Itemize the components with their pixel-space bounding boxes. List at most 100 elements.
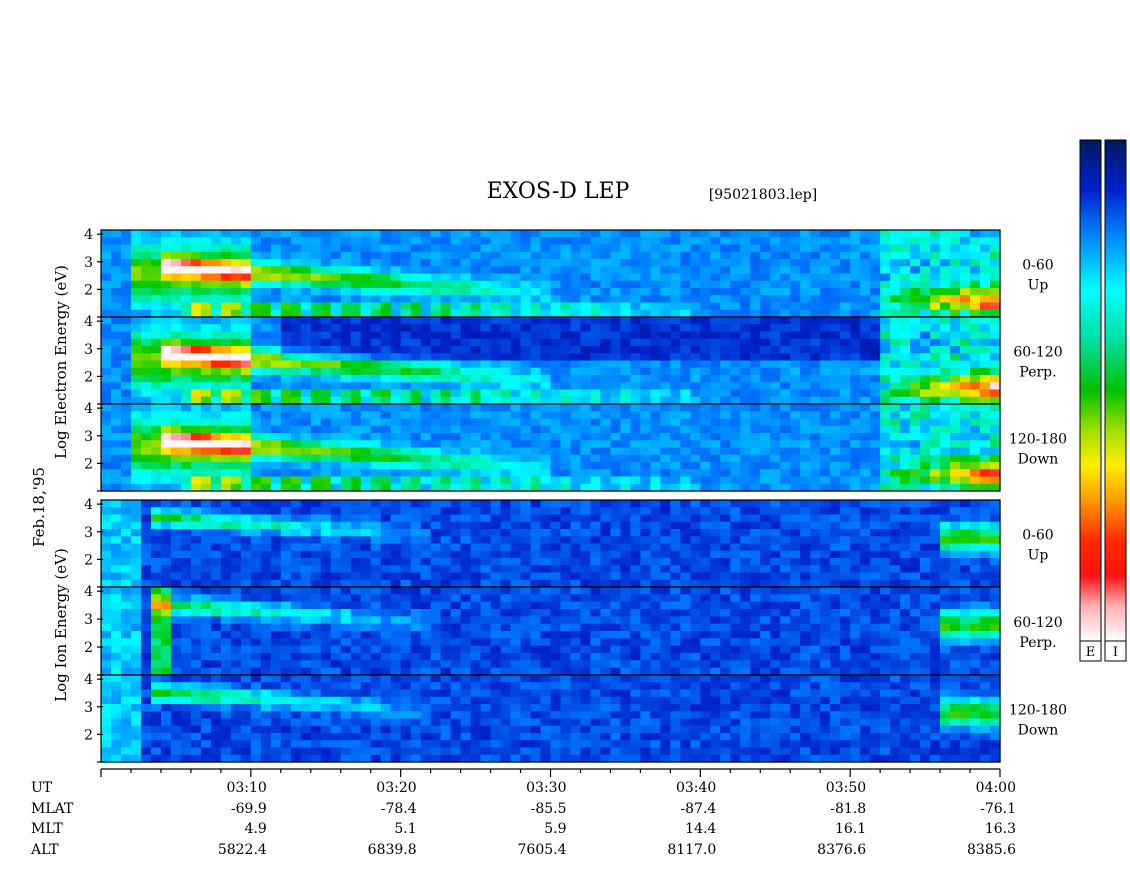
heat-cell	[340, 411, 352, 420]
heat-cell	[270, 565, 282, 574]
heat-cell	[790, 237, 801, 246]
heat-cell	[350, 288, 362, 296]
heat-cell	[500, 317, 512, 325]
heat-cell	[830, 536, 841, 545]
heat-cell	[310, 514, 322, 523]
heat-cell	[920, 259, 931, 267]
heat-cell	[970, 543, 981, 552]
heat-cell	[410, 375, 422, 383]
heat-cell	[770, 507, 781, 516]
heat-cell	[200, 411, 212, 420]
heat-cell	[340, 375, 352, 383]
heat-cell	[640, 433, 651, 441]
heat-cell	[610, 572, 622, 581]
heat-cell	[660, 572, 671, 581]
heat-cell	[130, 244, 142, 253]
heat-cell	[240, 288, 252, 296]
heat-cell	[680, 331, 691, 340]
heat-cell	[990, 469, 1001, 478]
heat-cell	[120, 273, 132, 282]
heat-cell	[110, 579, 122, 588]
heat-cell	[330, 338, 342, 347]
heat-cell	[840, 447, 851, 456]
heat-cell	[900, 360, 911, 369]
heat-cell	[150, 389, 162, 398]
heat-cell	[360, 244, 372, 253]
heat-cell	[600, 653, 612, 661]
heat-cell	[580, 259, 592, 267]
heat-cell	[820, 346, 831, 354]
heat-cell	[850, 572, 861, 581]
heat-cell	[720, 266, 731, 275]
heat-cell	[410, 288, 422, 296]
heat-cell	[900, 572, 911, 581]
heat-cell	[680, 476, 691, 485]
heat-cell	[180, 631, 192, 639]
heat-cell	[170, 447, 182, 456]
heat-cell	[410, 483, 422, 492]
heat-cell	[520, 638, 532, 647]
heat-cell	[930, 536, 941, 545]
heat-cell	[190, 645, 202, 654]
heat-cell	[270, 609, 282, 617]
heat-cell	[130, 425, 142, 434]
heat-cell	[660, 440, 671, 449]
heat-cell	[430, 447, 442, 456]
heat-cell	[370, 462, 382, 470]
heat-cell	[590, 483, 602, 492]
heat-cell	[670, 565, 681, 574]
heat-cell	[500, 514, 512, 523]
heat-cell	[300, 660, 312, 669]
heat-cell	[540, 558, 552, 566]
heat-cell	[550, 360, 562, 369]
heat-cell	[680, 521, 691, 530]
heat-cell	[550, 418, 562, 427]
heat-cell	[480, 529, 492, 537]
heat-cell	[390, 295, 402, 304]
heat-cell	[330, 302, 342, 311]
heat-cell	[430, 331, 442, 340]
heat-cell	[170, 623, 182, 632]
heat-cell	[110, 476, 122, 485]
heat-cell	[480, 469, 492, 478]
heat-cell	[630, 543, 641, 552]
heat-cell	[520, 259, 532, 267]
heat-cell	[320, 660, 332, 669]
heat-cell	[660, 309, 671, 318]
heat-cell	[550, 425, 562, 434]
heat-cell	[800, 425, 811, 434]
heat-cell	[970, 280, 981, 289]
heat-cell	[680, 469, 691, 478]
heat-cell	[260, 273, 272, 282]
heat-cell	[640, 360, 651, 369]
heat-cell	[240, 324, 252, 333]
heat-cell	[810, 259, 821, 267]
heat-cell	[490, 295, 502, 304]
heat-cell	[310, 587, 322, 595]
heat-cell	[910, 543, 921, 552]
heat-cell	[110, 280, 122, 289]
heat-cell	[190, 500, 202, 508]
heat-cell	[190, 302, 202, 311]
heat-cell	[930, 230, 941, 238]
heat-cell	[790, 507, 801, 516]
heat-cell	[410, 616, 422, 625]
heat-cell	[470, 425, 482, 434]
heat-cell	[780, 273, 791, 282]
heat-cell	[950, 529, 961, 537]
heat-cell	[860, 317, 871, 325]
heat-cell	[910, 447, 921, 456]
heat-cell	[490, 483, 502, 492]
heat-cell	[380, 469, 392, 478]
heat-cell	[320, 469, 332, 478]
heat-cell	[690, 550, 701, 559]
heat-cell	[770, 309, 781, 318]
heat-cell	[820, 454, 831, 463]
heat-cell	[810, 367, 821, 376]
heat-cell	[540, 266, 552, 275]
heat-cell	[110, 396, 122, 405]
heat-cell	[590, 396, 602, 405]
heat-cell	[560, 638, 572, 647]
heat-cell	[690, 483, 701, 492]
heat-cell	[430, 653, 442, 661]
